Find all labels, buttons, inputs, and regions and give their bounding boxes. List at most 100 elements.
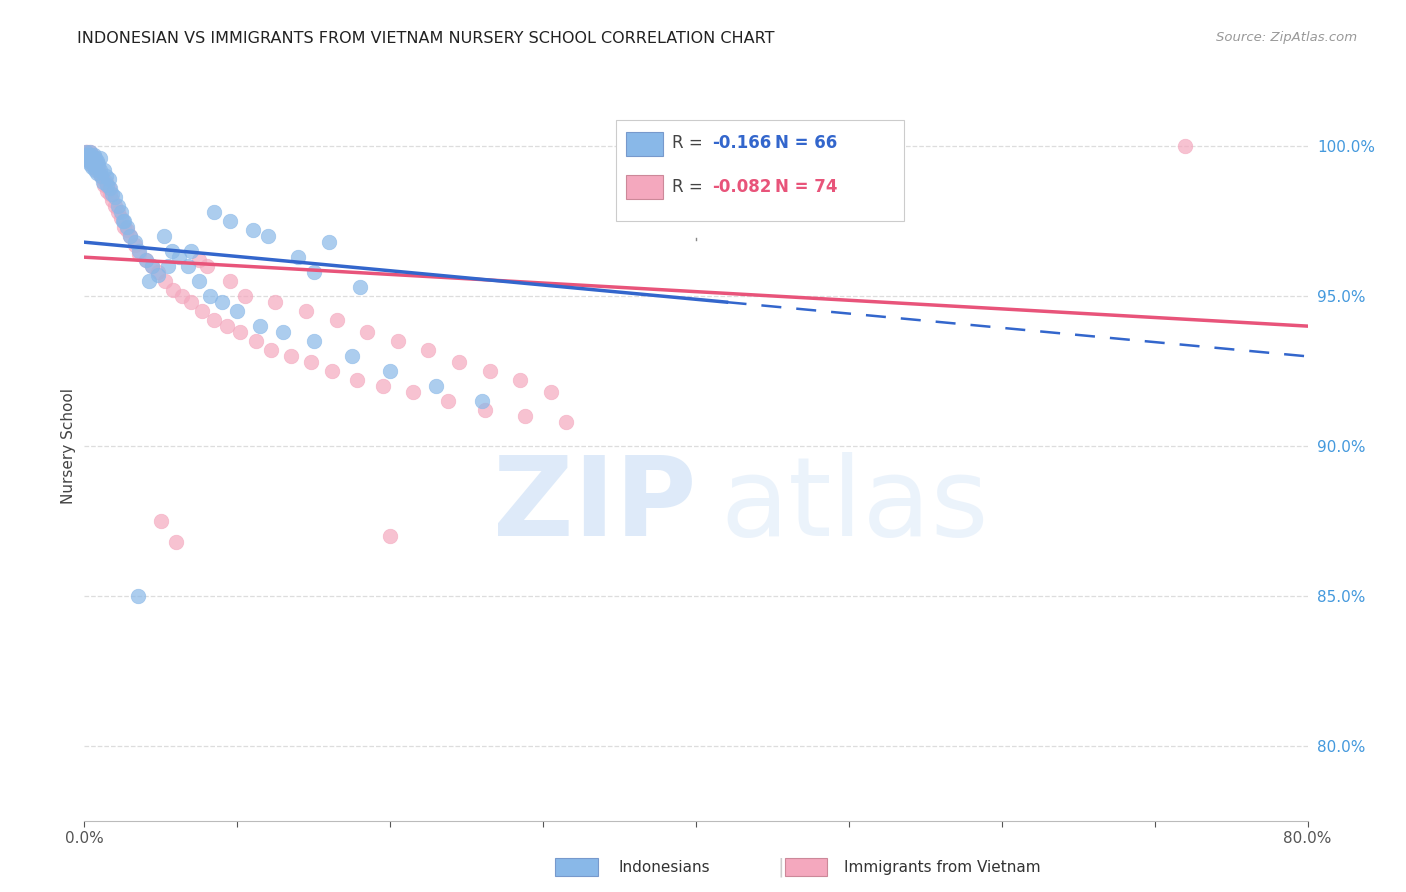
Point xyxy=(86,163,108,178)
Point xyxy=(124,238,146,252)
Point xyxy=(478,364,501,378)
Point xyxy=(98,187,121,202)
Point xyxy=(149,514,172,528)
Point xyxy=(540,385,562,400)
Point xyxy=(98,181,121,195)
Point xyxy=(94,169,117,184)
Point xyxy=(96,178,118,193)
Point xyxy=(229,325,252,339)
Point xyxy=(111,214,134,228)
Point xyxy=(191,304,214,318)
Text: |: | xyxy=(778,857,783,877)
Point xyxy=(325,313,347,327)
Point xyxy=(437,394,460,409)
Point xyxy=(153,229,176,244)
Bar xyxy=(626,175,664,199)
Point xyxy=(79,145,101,160)
Text: R =: R = xyxy=(672,134,707,152)
Point xyxy=(93,163,115,178)
Point xyxy=(87,161,110,175)
Point xyxy=(107,199,129,213)
Point xyxy=(124,235,146,250)
Point xyxy=(257,229,280,244)
Point xyxy=(146,268,169,282)
Point xyxy=(202,205,225,219)
Point xyxy=(89,163,111,178)
Point xyxy=(120,229,142,244)
Point xyxy=(425,379,447,393)
Text: Source: ZipAtlas.com: Source: ZipAtlas.com xyxy=(1216,31,1357,45)
Point xyxy=(90,169,112,184)
Point xyxy=(302,265,325,279)
Point xyxy=(380,529,402,543)
Point xyxy=(447,355,470,369)
Point xyxy=(83,151,105,165)
Point xyxy=(127,589,149,603)
Point xyxy=(77,148,100,162)
Point xyxy=(146,265,169,279)
Point xyxy=(141,259,163,273)
Point xyxy=(387,334,409,348)
Point xyxy=(513,409,536,423)
Text: N = 74: N = 74 xyxy=(776,178,838,196)
Point xyxy=(195,259,218,273)
Point xyxy=(79,148,101,162)
Point xyxy=(302,334,325,348)
Point xyxy=(75,145,97,160)
Point xyxy=(83,161,105,175)
Point xyxy=(80,157,103,171)
Point xyxy=(249,319,271,334)
Point xyxy=(86,166,108,180)
Point xyxy=(264,295,287,310)
Point xyxy=(128,244,150,259)
Point xyxy=(76,151,98,165)
Point xyxy=(160,244,183,259)
Point xyxy=(76,148,98,162)
Point xyxy=(90,169,112,184)
Point xyxy=(120,229,142,244)
Point xyxy=(180,244,202,259)
Point xyxy=(141,259,163,273)
Point xyxy=(107,205,129,219)
Point xyxy=(371,379,394,393)
Point xyxy=(245,334,267,348)
Point xyxy=(91,172,114,186)
Point xyxy=(80,148,103,162)
Text: -0.082: -0.082 xyxy=(711,178,772,196)
FancyBboxPatch shape xyxy=(616,120,904,221)
Point xyxy=(167,250,190,264)
Point xyxy=(94,175,117,189)
Point xyxy=(77,148,100,162)
Point xyxy=(162,283,184,297)
Point xyxy=(101,193,124,207)
Point xyxy=(112,214,135,228)
Point xyxy=(89,166,111,180)
Point xyxy=(418,343,440,357)
Point xyxy=(83,148,105,162)
Point xyxy=(110,205,132,219)
Point xyxy=(299,355,322,369)
Point xyxy=(356,325,378,339)
Text: -0.166: -0.166 xyxy=(711,134,770,152)
Point xyxy=(215,319,238,334)
Point xyxy=(295,304,318,318)
Point xyxy=(80,161,103,175)
Point xyxy=(260,343,283,357)
Point xyxy=(135,253,157,268)
Point xyxy=(471,394,494,409)
Point xyxy=(84,154,107,169)
Point xyxy=(180,295,202,310)
Point xyxy=(318,235,340,250)
Text: Indonesians: Indonesians xyxy=(619,860,710,874)
Point xyxy=(287,250,309,264)
Point xyxy=(155,274,177,288)
Point xyxy=(226,304,249,318)
Point xyxy=(321,364,343,378)
Point xyxy=(87,157,110,171)
Point xyxy=(104,199,127,213)
Point xyxy=(242,223,264,237)
Point xyxy=(402,385,425,400)
Point xyxy=(75,148,97,162)
Point xyxy=(198,289,221,303)
Bar xyxy=(626,132,664,156)
